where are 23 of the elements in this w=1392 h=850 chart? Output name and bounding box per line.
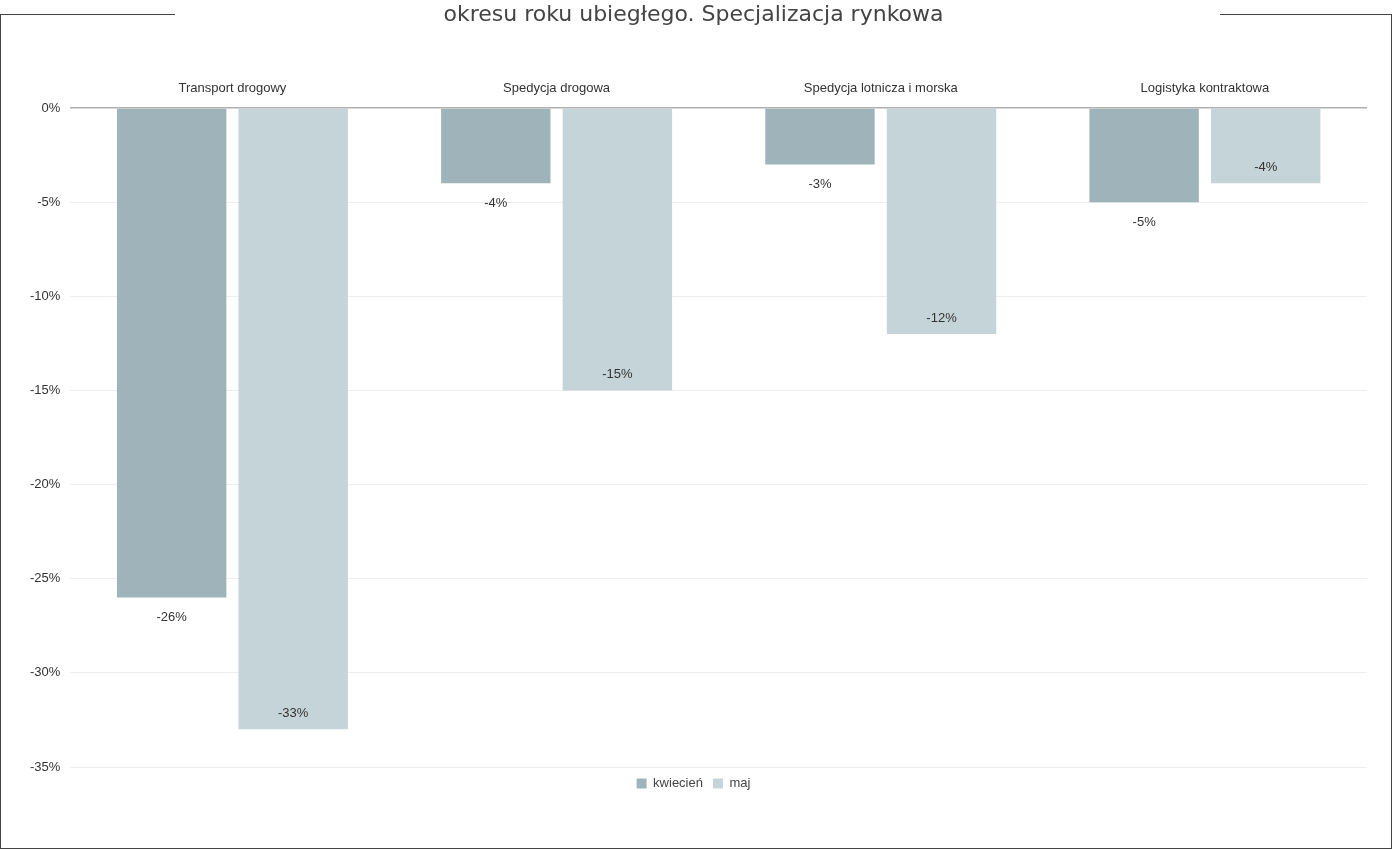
chart-title: okresu roku ubiegłego. Specjalizacja rynkowa (443, 0, 944, 26)
data-label: -5% (1132, 213, 1157, 229)
y-tick-label: -15% (29, 382, 61, 398)
x-tick-label: Spedycja drogowa (503, 79, 611, 95)
legend-label: maj (729, 775, 751, 791)
x-tick-label: Transport drogowy (178, 79, 287, 95)
y-tick-label: -5% (37, 193, 61, 209)
y-tick-label: -30% (29, 664, 61, 680)
x-tick-label: Logistyka kontraktowa (1140, 79, 1270, 95)
data-label: -4% (1254, 158, 1278, 174)
y-tick-label: -10% (29, 287, 61, 303)
data-label: -4% (484, 194, 508, 210)
data-label: -12% (926, 309, 958, 325)
data-label: -33% (278, 704, 309, 720)
data-label: -15% (602, 366, 633, 382)
y-tick-label: -20% (29, 476, 61, 492)
data-label: -26% (156, 609, 188, 625)
data-label: -3% (808, 176, 832, 192)
x-tick-label: Spedycja lotnicza i morska (803, 79, 959, 95)
legend-label: kwiecień (653, 775, 703, 791)
y-tick-label: -35% (29, 758, 61, 774)
y-tick-label: 0% (41, 99, 61, 115)
y-tick-label: -25% (29, 570, 61, 586)
